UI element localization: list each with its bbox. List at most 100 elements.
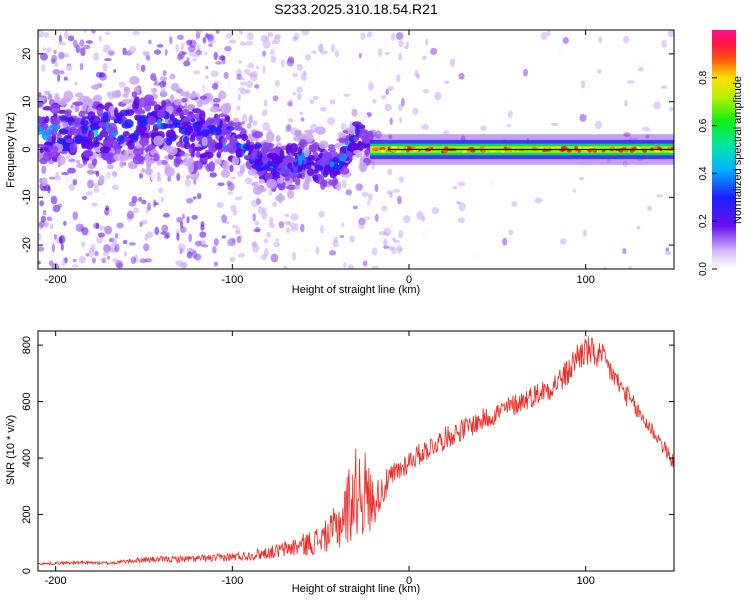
- spectrogram-cell: [38, 220, 45, 228]
- spectrogram-cell: [221, 137, 228, 145]
- spectrogram-cell: [540, 31, 548, 40]
- spectrogram-cell: [221, 214, 228, 223]
- spectrogram-cell: [74, 117, 83, 129]
- spectrogram-cell: [387, 168, 393, 176]
- spectrogram-cell: [289, 157, 298, 163]
- spectrogram-cell: [113, 69, 117, 73]
- spectrogram-cell: [101, 256, 107, 264]
- spectrogram-cell: [107, 164, 114, 170]
- spectrogram-cell: [102, 251, 109, 257]
- spectrogram-cell: [286, 58, 295, 67]
- spectrogram-cell: [421, 124, 429, 130]
- spectrogram-cell: [667, 30, 674, 38]
- spectrogram-cell: [144, 168, 153, 175]
- spectrogram-cell: [636, 225, 641, 230]
- spectrogram-cell: [49, 260, 54, 266]
- spectrogram-cell: [215, 30, 220, 35]
- spectrogram-tone-peak: [574, 145, 579, 150]
- spectrogram-cell: [300, 117, 305, 122]
- spectrogram-cell: [111, 171, 118, 178]
- spectrogram-cell: [67, 35, 75, 42]
- spectrogram-cell: [288, 172, 299, 178]
- spectrogram-cell: [290, 213, 299, 221]
- spectrogram-cell: [91, 202, 98, 207]
- spectrogram-cell: [156, 171, 161, 179]
- spectrogram-cell: [352, 205, 359, 210]
- spectrogram-cell: [112, 141, 119, 151]
- spectrogram-y-tick-label: 10: [21, 96, 33, 108]
- spectrogram-cell: [228, 120, 235, 127]
- spectrogram-cell: [338, 137, 346, 144]
- spectrogram-cell: [404, 45, 409, 50]
- spectrogram-cell: [220, 103, 232, 115]
- spectrogram-cell: [178, 151, 186, 156]
- spectrogram-cell: [195, 92, 200, 97]
- spectrogram-cell: [237, 261, 243, 265]
- spectrogram-cell: [628, 266, 633, 269]
- spectrogram-cell: [237, 87, 246, 91]
- spectrogram-cell: [292, 91, 297, 96]
- spectrogram-cell: [44, 90, 51, 95]
- spectrogram-cell: [97, 232, 106, 238]
- spectrogram-cell: [119, 160, 124, 168]
- spectrogram-cell: [332, 177, 339, 186]
- spectrogram-cell: [362, 260, 368, 267]
- snr-y-tick-label: 400: [21, 449, 33, 467]
- spectrogram-cell: [559, 238, 567, 245]
- spectrogram-cell: [102, 62, 108, 72]
- spectrogram-cell: [121, 122, 132, 129]
- spectrogram-cell: [321, 153, 332, 159]
- spectrogram-cell: [153, 82, 161, 86]
- spectrogram-cell: [243, 154, 251, 160]
- spectrogram-cell: [167, 146, 178, 156]
- spectrogram-cell: [361, 191, 369, 198]
- spectrogram-y-tick-label: -20: [21, 237, 33, 253]
- spectrogram-cell: [366, 31, 373, 38]
- spectrogram-cell: [254, 159, 263, 166]
- spectrogram-cell: [297, 146, 303, 156]
- spectrogram-cell: [183, 135, 190, 144]
- spectrogram-cell: [286, 128, 292, 133]
- spectrogram-cell: [154, 226, 160, 236]
- spectrogram-tone-peak: [374, 147, 380, 151]
- spectrogram-cell: [234, 125, 243, 131]
- spectrogram-cell: [211, 83, 219, 90]
- spectrogram-cell: [339, 235, 345, 239]
- snr-x-tick-label: 0: [406, 575, 412, 587]
- spectrogram-cell: [330, 43, 335, 53]
- spectrogram-cell: [145, 159, 156, 165]
- spectrogram-cell: [303, 146, 310, 158]
- spectrogram-cell: [340, 122, 347, 131]
- spectrogram-cell: [191, 214, 198, 220]
- spectrogram-x-tick-label: -100: [221, 274, 243, 286]
- spectrogram-cell: [188, 50, 197, 57]
- spectrogram-cell: [72, 211, 79, 221]
- spectrogram-cell: [257, 206, 264, 215]
- spectrogram-cell: [38, 97, 46, 102]
- colorbar: 0.0 0.2 0.4 0.6 0.8 Normalized spectral ampl…: [698, 30, 744, 276]
- spectrogram-cell: [263, 238, 269, 244]
- spectrogram-cell: [286, 112, 294, 121]
- spectrogram-cell: [165, 137, 173, 146]
- spectrogram-cell: [56, 137, 66, 145]
- spectrogram-cell: [285, 227, 291, 234]
- spectrogram-cell: [94, 250, 99, 257]
- spectrogram-cell: [80, 241, 86, 248]
- spectrogram-cell: [87, 111, 96, 121]
- spectrogram-cell: [240, 81, 247, 86]
- spectrogram-cell: [336, 92, 341, 96]
- spectrogram-cell: [162, 189, 169, 197]
- spectrogram-cell: [444, 80, 450, 85]
- spectrogram-cell: [310, 50, 317, 54]
- spectrogram-cell: [380, 94, 387, 100]
- spectrogram-cell: [665, 247, 670, 252]
- spectrogram-cell: [398, 229, 404, 239]
- spectrogram-cell: [381, 43, 387, 48]
- spectrogram-cell: [664, 251, 672, 256]
- spectrogram-cell: [255, 65, 260, 70]
- spectrogram-cell: [422, 89, 430, 94]
- spectrogram-cell: [225, 33, 232, 39]
- spectrogram-cell: [271, 201, 278, 207]
- spectrogram-cell: [147, 202, 152, 211]
- spectrogram-cell: [425, 38, 429, 46]
